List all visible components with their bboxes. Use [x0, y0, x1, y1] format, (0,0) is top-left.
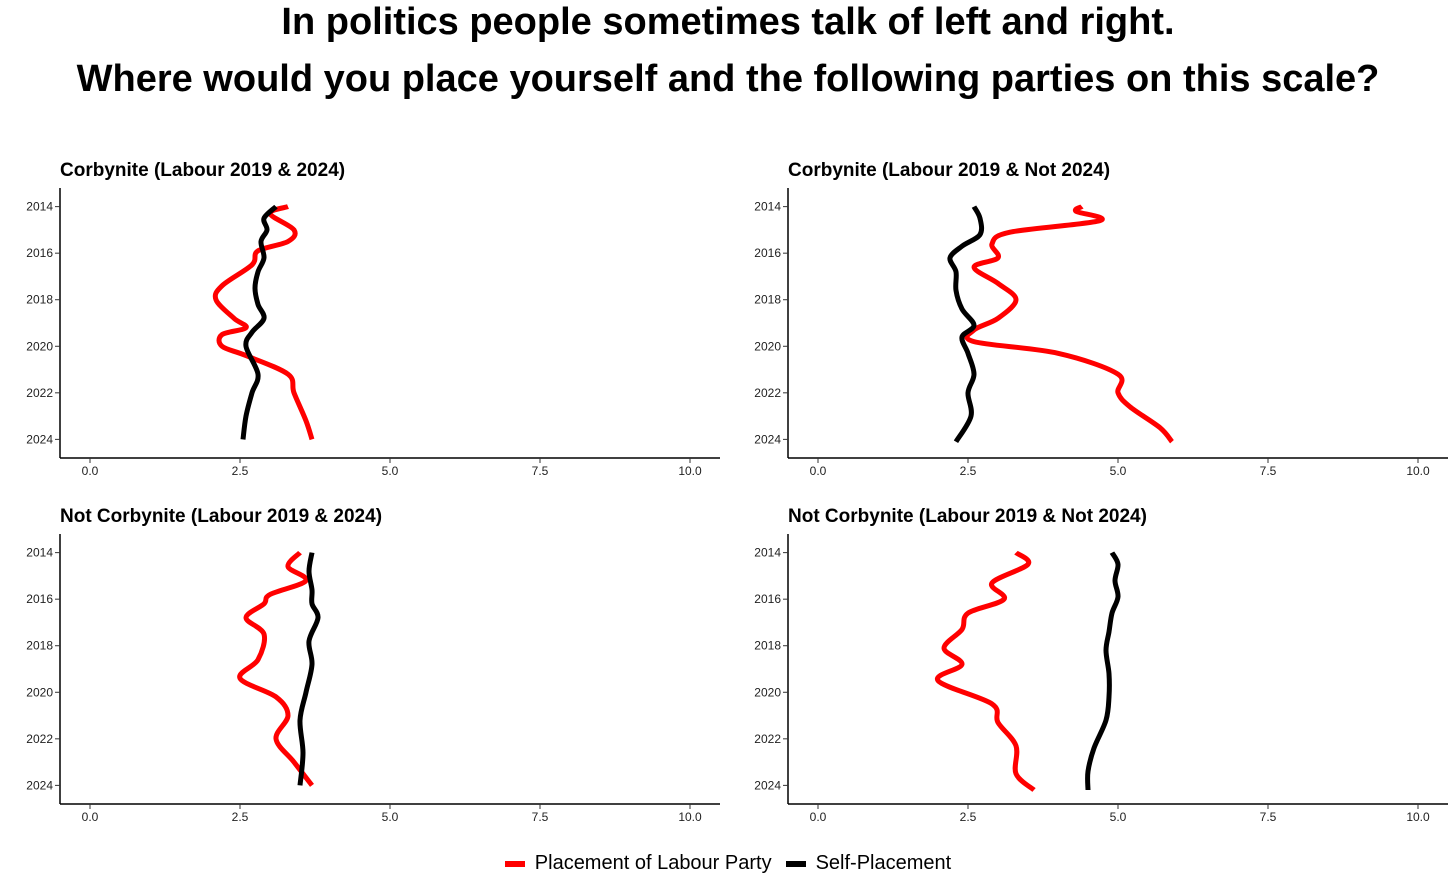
x-tick-label: 5.0	[1110, 464, 1127, 478]
y-tick-label: 2016	[754, 592, 781, 606]
x-tick-label: 5.0	[382, 810, 399, 824]
panel-3: Not Corbynite (Labour 2019 & 2024) 0.0 2.5…	[26, 506, 720, 824]
y-tick-label: 2018	[754, 293, 781, 307]
y-tick-label: 2024	[754, 778, 781, 792]
y-tick-label: 2022	[26, 386, 53, 400]
panel-title: Corbynite (Labour 2019 & Not 2024)	[788, 160, 1110, 181]
series-line-labour-placement	[964, 204, 1174, 444]
y-tick-label: 2022	[754, 732, 781, 746]
x-tick-label: 2.5	[232, 810, 249, 824]
y-tick-label: 2020	[26, 339, 53, 353]
x-tick-label: 2.5	[960, 810, 977, 824]
y-tick-label: 2014	[26, 200, 53, 214]
y-tick-label: 2022	[26, 732, 53, 746]
x-tick-label: 2.5	[960, 464, 977, 478]
y-tick-label: 2014	[26, 546, 53, 560]
series-line-labour-placement	[935, 550, 1036, 792]
x-tick-label: 10.0	[678, 810, 702, 824]
series-line-self-placement	[240, 204, 278, 440]
y-tick-label: 2020	[754, 339, 781, 353]
panel-title: Corbynite (Labour 2019 & 2024)	[60, 160, 345, 181]
x-tick-label: 7.5	[532, 810, 549, 824]
y-tick-label: 2018	[26, 639, 53, 653]
panel-4: Not Corbynite (Labour 2019 & Not 2024) 0.…	[754, 506, 1448, 824]
y-tick-label: 2016	[26, 592, 53, 606]
y-tick-label: 2020	[754, 685, 781, 699]
legend-item-labour: Placement of Labour Party	[504, 852, 772, 875]
y-tick-label: 2016	[26, 246, 53, 260]
x-tick-label: 7.5	[1260, 810, 1277, 824]
panel-title: Not Corbynite (Labour 2019 & 2024)	[60, 506, 382, 527]
x-tick-label: 0.0	[810, 464, 827, 478]
x-tick-label: 5.0	[1110, 810, 1127, 824]
x-tick-label: 7.5	[532, 464, 549, 478]
panel-2: Corbynite (Labour 2019 & Not 2024) 0.0 2.5…	[754, 160, 1448, 478]
legend-swatch-labour	[504, 860, 525, 867]
x-tick-label: 7.5	[1260, 464, 1277, 478]
y-tick-label: 2024	[26, 778, 53, 792]
y-tick-label: 2018	[26, 293, 53, 307]
chart-title-line-2: Where would you place yourself and the f…	[76, 58, 1380, 100]
chart-title-line-1: In politics people sometimes talk of lef…	[281, 1, 1175, 43]
legend: Placement of Labour Party Self-Placement	[0, 852, 1456, 875]
legend-label-labour: Placement of Labour Party	[534, 852, 772, 874]
x-tick-label: 10.0	[678, 464, 702, 478]
series-line-self-placement	[1085, 551, 1121, 791]
legend-swatch-self	[785, 860, 806, 867]
y-tick-label: 2016	[754, 246, 781, 260]
legend-item-self: Self-Placement	[785, 852, 952, 875]
panel-1: Corbynite (Labour 2019 & 2024) 0.0 2.5 5.0 7…	[26, 160, 720, 478]
y-tick-label: 2020	[26, 685, 53, 699]
y-tick-label: 2024	[26, 432, 53, 446]
panel-title: Not Corbynite (Labour 2019 & Not 2024)	[788, 506, 1147, 527]
y-tick-label: 2014	[754, 200, 781, 214]
x-tick-label: 10.0	[1406, 464, 1430, 478]
x-tick-label: 0.0	[82, 810, 99, 824]
x-tick-label: 0.0	[82, 464, 99, 478]
y-tick-label: 2018	[754, 639, 781, 653]
x-tick-label: 5.0	[382, 464, 399, 478]
x-tick-label: 0.0	[810, 810, 827, 824]
series-line-labour-placement	[212, 204, 315, 441]
x-tick-label: 2.5	[232, 464, 249, 478]
x-tick-label: 10.0	[1406, 810, 1430, 824]
y-tick-label: 2014	[754, 546, 781, 560]
series-line-self-placement	[947, 205, 985, 444]
y-tick-label: 2024	[754, 432, 781, 446]
legend-label-self: Self-Placement	[815, 852, 952, 874]
series-line-labour-placement	[237, 550, 314, 787]
y-tick-label: 2022	[754, 386, 781, 400]
series-line-self-placement	[297, 552, 321, 786]
